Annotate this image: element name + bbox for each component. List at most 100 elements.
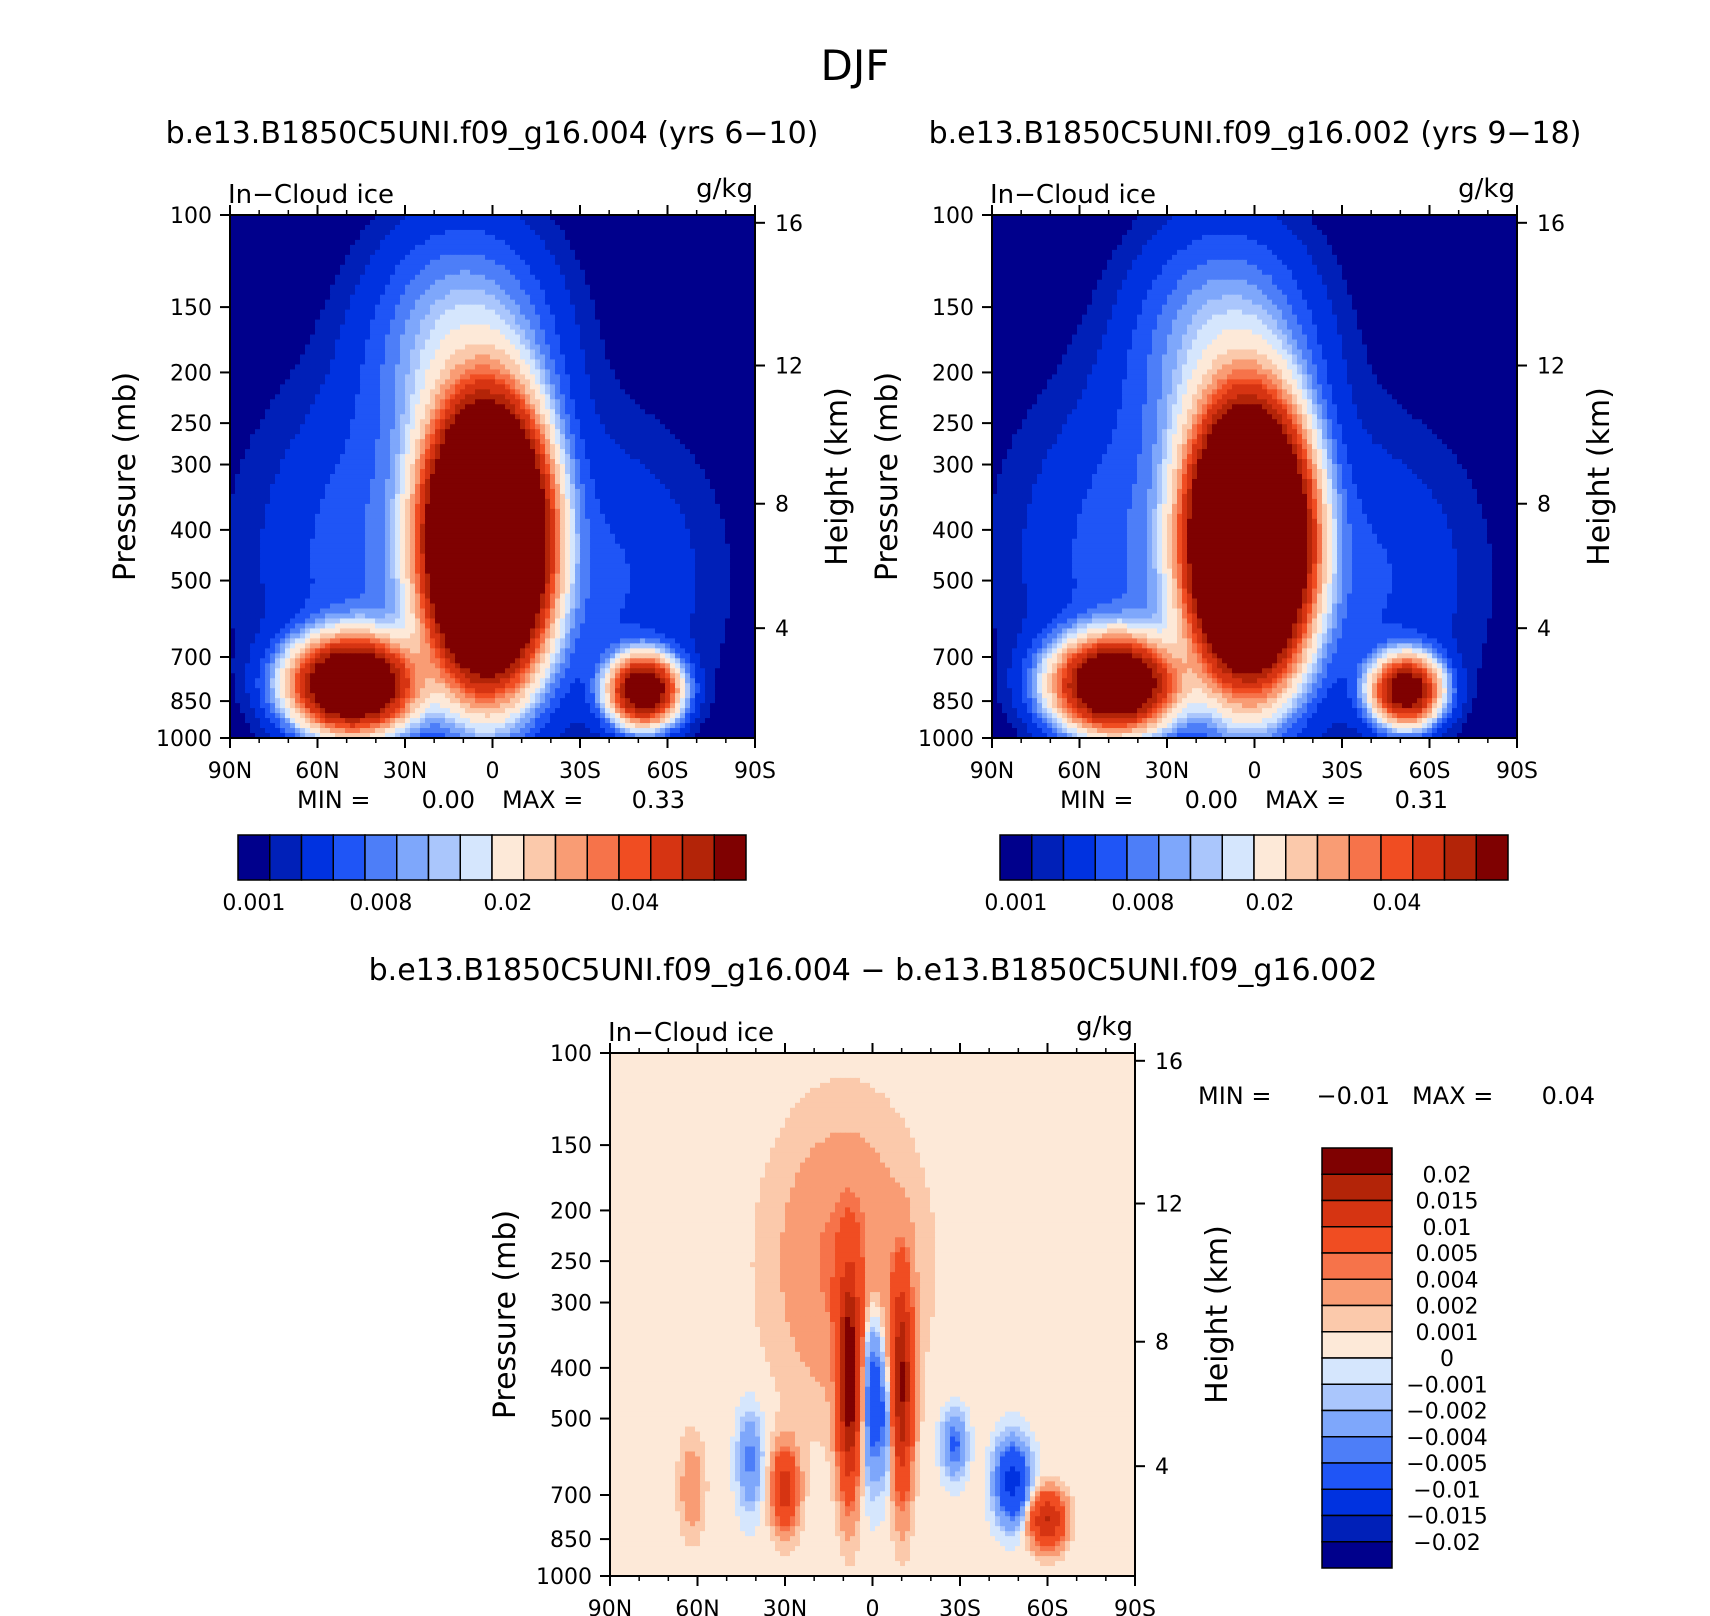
- y-right-tick-label: 4: [775, 617, 789, 642]
- y-tick-label: 700: [550, 1484, 592, 1509]
- panel-title: b.e13.B1850C5UNI.f09_g16.004 (yrs 6−10): [166, 116, 819, 151]
- y-right-axis-title: Height (km): [1200, 1225, 1235, 1404]
- y-tick-label: 150: [550, 1134, 592, 1159]
- colorbar: 0.001 0.008 0.02 0.04: [222, 834, 747, 916]
- panel-units-label: g/kg: [1458, 174, 1515, 204]
- colorbar-box: [1321, 1278, 1393, 1307]
- colorbar-box: [1321, 1199, 1393, 1228]
- y-tick-label: 500: [170, 570, 212, 595]
- y-right-tick-label: 12: [1155, 1193, 1183, 1218]
- y-right-tick-label: 8: [1537, 493, 1551, 518]
- y-right-tick-label: 16: [1537, 212, 1565, 237]
- y-tick-label: 300: [550, 1292, 592, 1317]
- y-tick-label: 400: [170, 519, 212, 544]
- y-right-tick-label: 12: [1537, 355, 1565, 380]
- x-tick-label: 30N: [763, 1597, 807, 1616]
- panel-variable-label: In−Cloud ice: [608, 1018, 774, 1048]
- max-value: 0.31: [1395, 786, 1448, 814]
- panel-case-004: b.e13.B1850C5UNI.f09_g16.004 (yrs 6−10) I…: [108, 116, 855, 916]
- y-right-tick-label: 16: [1155, 1050, 1183, 1075]
- y-right-axis-title: Height (km): [1582, 387, 1617, 566]
- colorbar-box: [713, 834, 747, 881]
- colorbar-box: [1221, 834, 1255, 881]
- colorbar-label: −0.001: [1406, 1373, 1487, 1398]
- y-tick-label: 1000: [918, 727, 974, 752]
- colorbar-box: [681, 834, 715, 881]
- y-tick-label: 700: [170, 646, 212, 671]
- colorbar-label: 0.04: [610, 891, 659, 916]
- colorbar-box: [269, 834, 303, 881]
- y-tick-label: 500: [550, 1408, 592, 1433]
- panel-difference: b.e13.B1850C5UNI.f09_g16.004 − b.e13.B18…: [369, 953, 1595, 1616]
- min-label: MIN =: [297, 786, 370, 814]
- max-label: MAX =: [1265, 786, 1346, 814]
- y-tick-label: 400: [932, 519, 974, 544]
- x-tick-label: 60N: [675, 1597, 719, 1616]
- panel-variable-label: In−Cloud ice: [990, 180, 1156, 210]
- colorbar-box: [1321, 1357, 1393, 1385]
- colorbar-label: 0.02: [1245, 891, 1294, 916]
- x-tick-label: 30N: [1145, 759, 1189, 784]
- min-label: MIN =: [1060, 786, 1133, 814]
- y-tick-label: 100: [932, 204, 974, 229]
- contour-field: [992, 215, 1517, 738]
- y-tick-label: 400: [550, 1357, 592, 1382]
- colorbar-box: [554, 834, 588, 881]
- colorbar-box: [1285, 834, 1319, 881]
- colorbar-box: [1412, 834, 1446, 881]
- x-tick-label: 0: [486, 759, 500, 784]
- figure-title: DJF: [821, 41, 890, 90]
- x-tick-label: 90S: [1114, 1597, 1156, 1616]
- colorbar-label: 0.008: [1111, 891, 1174, 916]
- x-tick-label: 30S: [939, 1597, 981, 1616]
- colorbar-box: [491, 834, 525, 881]
- colorbar-label: 0.02: [1423, 1163, 1472, 1188]
- colorbar-box: [1321, 1226, 1393, 1254]
- colorbar-label: 0.002: [1416, 1295, 1479, 1320]
- x-tick-label: 60N: [295, 759, 339, 784]
- panel-variable-label: In−Cloud ice: [228, 180, 394, 210]
- colorbar-box: [1321, 1409, 1393, 1438]
- y-right-tick-label: 12: [775, 355, 803, 380]
- colorbar-box: [1321, 1252, 1393, 1280]
- colorbar-box: [1321, 1541, 1393, 1569]
- min-value: 0.00: [1185, 786, 1238, 814]
- y-tick-label: 300: [170, 454, 212, 479]
- panel-case-002: b.e13.B1850C5UNI.f09_g16.002 (yrs 9−18) I…: [870, 116, 1617, 916]
- y-tick-label: 700: [932, 646, 974, 671]
- y-right-tick-label: 4: [1537, 617, 1551, 642]
- y-axis-title: Pressure (mb): [870, 372, 905, 581]
- max-value: 0.33: [632, 786, 685, 814]
- colorbar: 0.001 0.008 0.02 0.04: [984, 834, 1509, 916]
- x-tick-label: 60S: [647, 759, 689, 784]
- colorbar-label: −0.005: [1406, 1452, 1487, 1477]
- panel-units-label: g/kg: [1076, 1012, 1133, 1042]
- colorbar-box: [1321, 1304, 1393, 1333]
- colorbar-box: [650, 834, 684, 881]
- colorbar-label: −0.02: [1413, 1531, 1480, 1556]
- colorbar-box: [1321, 1488, 1393, 1517]
- x-tick-label: 30S: [1321, 759, 1363, 784]
- colorbar-box: [523, 834, 557, 881]
- x-tick-label: 60N: [1057, 759, 1101, 784]
- colorbar-box: [427, 834, 461, 881]
- y-tick-label: 250: [932, 412, 974, 437]
- min-value: 0.00: [422, 786, 475, 814]
- y-tick-label: 850: [932, 690, 974, 715]
- colorbar-label: −0.004: [1406, 1426, 1487, 1451]
- x-tick-label: 90S: [734, 759, 776, 784]
- contour-field: [230, 215, 755, 738]
- colorbar-box: [999, 834, 1033, 881]
- y-tick-label: 850: [170, 690, 212, 715]
- y-right-tick-label: 8: [775, 493, 789, 518]
- colorbar-box: [396, 834, 430, 881]
- y-right-tick-label: 16: [775, 212, 803, 237]
- y-tick-label: 200: [550, 1199, 592, 1224]
- x-tick-label: 30N: [383, 759, 427, 784]
- y-tick-label: 850: [550, 1528, 592, 1553]
- max-value: 0.04: [1542, 1082, 1595, 1110]
- x-tick-label: 90N: [208, 759, 252, 784]
- y-tick-label: 250: [550, 1250, 592, 1275]
- colorbar-box: [586, 834, 620, 881]
